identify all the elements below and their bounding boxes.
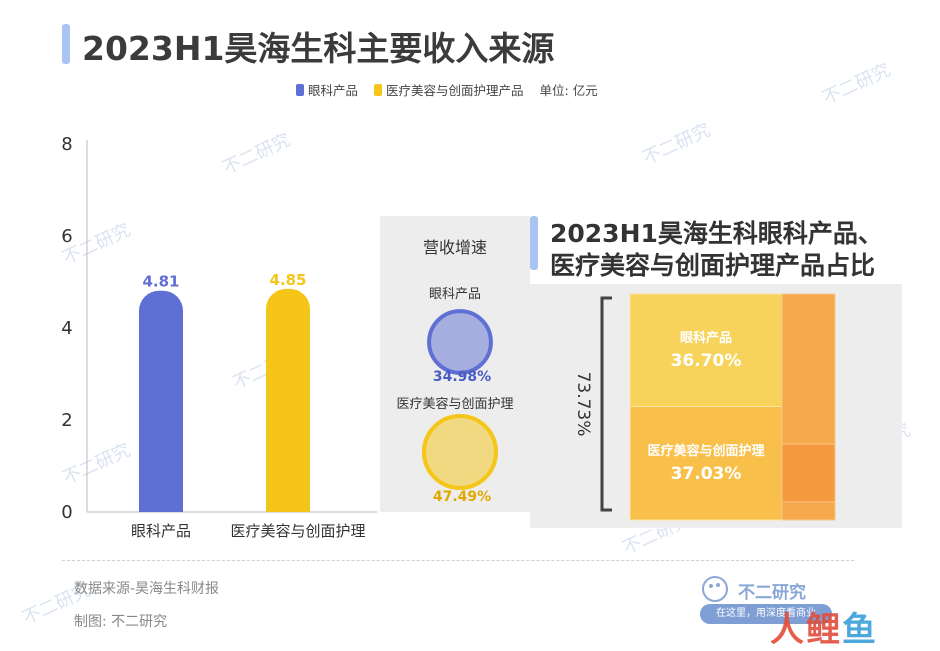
share-treemap-chart: 眼科产品 36.70% 医疗美容与创面护理 37.03% 73.73% bbox=[573, 293, 836, 521]
treemap-cell-label: 医疗美容与创面护理 bbox=[647, 443, 764, 459]
treemap-cell-value: 36.70% bbox=[671, 351, 742, 371]
bar-value-label: 4.85 bbox=[269, 271, 306, 289]
growth-bubble-chart: 眼科产品 34.98% 医疗美容与创面护理 47.49% bbox=[396, 287, 513, 505]
x-category-label: 医疗美容与创面护理 bbox=[230, 522, 365, 540]
bar-base bbox=[266, 492, 310, 512]
bar-chart: 0 2 4 6 8 4.81 眼科产品 4.85 医疗美容与创面护理 bbox=[61, 134, 377, 540]
bar bbox=[266, 288, 310, 512]
legend-unit: 单位: 亿元 bbox=[539, 83, 598, 98]
legend: 眼科产品 医疗美容与创面护理产品 单位: 亿元 bbox=[296, 80, 598, 99]
treemap-cell-label: 眼科产品 bbox=[680, 330, 732, 346]
share-title-line-2: 医疗美容与创面护理产品占比 bbox=[550, 251, 876, 280]
brand-logo-text: 不二研究 bbox=[738, 583, 806, 603]
treemap-cell bbox=[629, 405, 783, 521]
treemap-other-cell bbox=[781, 293, 836, 445]
y-tick-label: 4 bbox=[61, 318, 72, 339]
treemap-other-cell bbox=[781, 443, 836, 503]
legend-item-aesthetics: 医疗美容与创面护理产品 bbox=[374, 80, 524, 99]
y-tick-label: 8 bbox=[61, 134, 72, 155]
watermark: 不二研究 bbox=[639, 119, 714, 170]
corner-brand-logo: 人鲤鱼 bbox=[770, 602, 878, 651]
corner-brand-logo-b: 鱼 bbox=[842, 610, 878, 650]
corner-brand-logo-a: 人鲤 bbox=[770, 610, 842, 650]
page-title: 2023H1昊海生科主要收入来源 bbox=[82, 29, 555, 68]
share-title-accent-bar bbox=[530, 216, 538, 270]
y-tick-label: 6 bbox=[61, 226, 72, 247]
bar-value-label: 4.81 bbox=[142, 273, 179, 291]
treemap-cell-value: 37.03% bbox=[671, 464, 742, 484]
brand-logo-icon bbox=[702, 576, 728, 602]
watermark: 不二研究 bbox=[819, 59, 894, 110]
bar-base bbox=[139, 492, 183, 512]
share-title-line-1: 2023H1昊海生科眼科产品、 bbox=[550, 219, 883, 248]
bracket-label: 73.73% bbox=[573, 372, 593, 437]
growth-bubble bbox=[427, 309, 493, 375]
data-source: 数据来源-昊海生科财报 bbox=[74, 581, 220, 597]
bar-group: 4.81 bbox=[139, 273, 183, 512]
y-tick-label: 0 bbox=[61, 502, 72, 523]
bracket bbox=[600, 296, 612, 512]
treemap-other-cell bbox=[781, 501, 836, 521]
growth-value-label: 47.49% bbox=[433, 489, 491, 505]
brand-slogan: 在这里，用深度看商业 bbox=[700, 604, 832, 624]
treemap-cell bbox=[629, 293, 783, 407]
growth-item-label: 医疗美容与创面护理 bbox=[396, 396, 513, 412]
made-by: 制图: 不二研究 bbox=[74, 614, 168, 630]
x-category-label: 眼科产品 bbox=[131, 522, 191, 540]
legend-item-ophthalmic: 眼科产品 bbox=[296, 80, 358, 99]
growth-panel-title: 营收增速 bbox=[422, 238, 487, 257]
bar-group: 4.85 bbox=[266, 271, 310, 512]
growth-value-label: 34.98% bbox=[433, 369, 491, 385]
title-accent-bar bbox=[62, 24, 70, 64]
growth-bubble bbox=[422, 414, 498, 490]
growth-item-label: 眼科产品 bbox=[429, 287, 481, 302]
y-tick-label: 2 bbox=[61, 410, 72, 431]
footer-divider bbox=[62, 560, 854, 561]
bar bbox=[139, 290, 183, 512]
